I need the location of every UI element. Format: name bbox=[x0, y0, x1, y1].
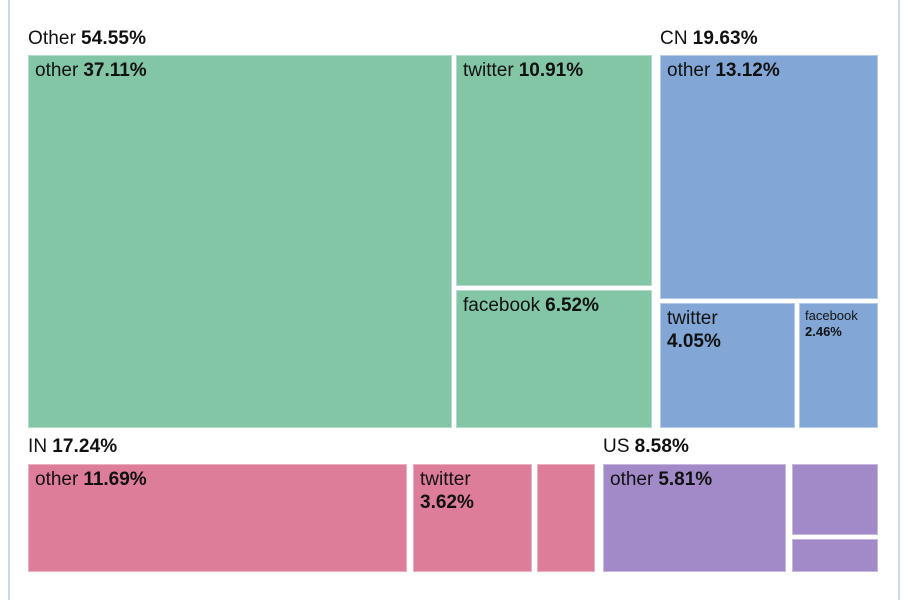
treemap-node-other-twitter[interactable]: twitter 10.91% bbox=[456, 55, 652, 286]
group-name: IN bbox=[28, 436, 48, 457]
group-name: US bbox=[603, 436, 630, 457]
treemap-node-us-twitter[interactable] bbox=[792, 464, 878, 535]
group-name: Other bbox=[28, 28, 77, 49]
treemap-node-cn-other[interactable]: other 13.12% bbox=[660, 55, 878, 299]
treemap-node-us-other[interactable]: other 5.81% bbox=[603, 464, 786, 572]
node-label: other 13.12% bbox=[667, 60, 780, 81]
treemap-node-other-other[interactable]: other 37.11% bbox=[28, 55, 452, 428]
node-label: twitter 3.62% bbox=[420, 469, 474, 514]
treemap-node-cn-facebook[interactable]: facebook 2.46% bbox=[799, 303, 878, 428]
group-label-other: Other 54.55% bbox=[28, 28, 146, 50]
group-percent: 19.63% bbox=[692, 28, 758, 49]
treemap-node-in-twitter[interactable]: twitter 3.62% bbox=[413, 464, 532, 572]
group-label-cn: CN 19.63% bbox=[660, 28, 758, 50]
treemap-node-us-facebook[interactable] bbox=[792, 539, 878, 572]
node-label: other 11.69% bbox=[35, 469, 147, 490]
treemap-node-in-facebook[interactable] bbox=[537, 464, 595, 572]
node-label: twitter 10.91% bbox=[463, 60, 584, 81]
treemap-node-cn-twitter[interactable]: twitter 4.05% bbox=[660, 303, 795, 428]
group-percent: 8.58% bbox=[634, 436, 689, 457]
group-percent: 54.55% bbox=[81, 28, 147, 49]
group-label-in: IN 17.24% bbox=[28, 436, 117, 458]
node-label: twitter 4.05% bbox=[667, 308, 721, 353]
node-label: facebook 2.46% bbox=[805, 308, 858, 339]
node-label: facebook 6.52% bbox=[463, 295, 599, 316]
treemap-node-in-other[interactable]: other 11.69% bbox=[28, 464, 407, 572]
group-label-us: US 8.58% bbox=[603, 436, 689, 458]
node-label: other 5.81% bbox=[610, 469, 713, 490]
treemap-node-other-facebook[interactable]: facebook 6.52% bbox=[456, 290, 652, 428]
group-percent: 17.24% bbox=[52, 436, 118, 457]
node-label: other 37.11% bbox=[35, 60, 147, 81]
group-name: CN bbox=[660, 28, 688, 49]
